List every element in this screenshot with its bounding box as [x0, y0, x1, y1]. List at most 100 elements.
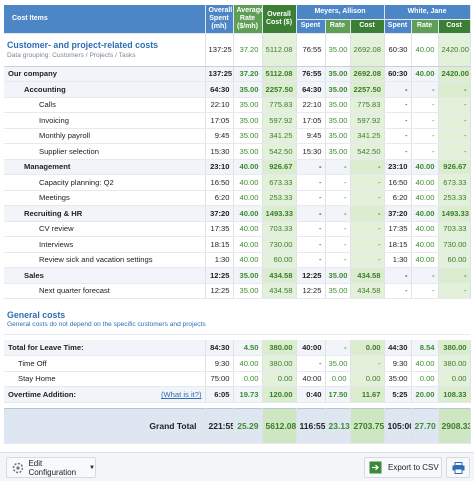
cost-cell: - [350, 252, 385, 268]
export-label: Export to CSV [388, 463, 439, 472]
spent-cell: 17:05 [295, 112, 326, 129]
rate-cell: 40.00 [411, 252, 439, 268]
rate-cell: 40.00 [233, 221, 263, 237]
rate-cell: - [411, 143, 439, 160]
rate-cell: 20.00 [411, 386, 439, 404]
cost-cell: 2692.08 [350, 33, 385, 67]
task-name: Calls [4, 97, 206, 113]
rate-cell: 40.00 [411, 355, 439, 372]
spent-cell: 15:30 [295, 143, 326, 160]
rate-cell: 4.50 [233, 339, 263, 356]
cost-cell: 380.00 [262, 339, 297, 356]
cost-cell: - [438, 267, 471, 284]
spent-cell: 6:20 [205, 190, 234, 206]
edit-configuration-button[interactable]: Edit Configuration ▼ [6, 457, 96, 478]
cost-cell: 60.00 [262, 252, 297, 268]
cost-items-header: Cost Items [4, 5, 206, 34]
project-name: Accounting [4, 81, 206, 98]
spent-cell: 116:55 [295, 408, 326, 445]
task-name: Invoicing [4, 112, 206, 129]
cost-cell: - [438, 143, 471, 160]
spent-cell: 221:55 [205, 408, 234, 445]
cost-cell: 253.33 [262, 190, 297, 206]
dropdown-caret: ▼ [89, 464, 95, 471]
cost-cell: - [350, 205, 385, 222]
spent-cell: - [383, 81, 412, 98]
spent-cell: 76:55 [295, 66, 326, 82]
spent-cell: 5:25 [383, 386, 412, 404]
general-item-name: Time Off [4, 355, 206, 372]
cost-cell: 703.33 [438, 221, 471, 237]
cost-cell: - [350, 159, 385, 175]
spent-cell: 23:10 [205, 159, 234, 175]
task-row: Next quarter forecast 12:25 35.00 434.58 12:… [4, 283, 471, 299]
spent-cell: 105:00 [383, 408, 412, 445]
task-row: CV review 17:35 40.00 703.33- - -17:35 40.00 70… [4, 221, 471, 237]
section-row: General costs General costs do not depend… [4, 304, 471, 335]
cost-cell: 2257.50 [262, 81, 297, 98]
spent-cell: 75:00 [205, 371, 234, 388]
rate-cell: - [325, 159, 351, 175]
cost-cell: 0.00 [262, 371, 297, 388]
cost-cell: 120.00 [262, 386, 297, 404]
general-item-row: Time Off 9:30 40.00 380.00-35.00-9:30 40.00 3… [4, 355, 471, 372]
rate-cell: 35.00 [233, 283, 263, 299]
rate-cell: 35.00 [325, 33, 351, 67]
task-name: Capacity planning: Q2 [4, 174, 206, 191]
project-name: Management [4, 159, 206, 175]
rate-cell: 40.00 [411, 236, 439, 253]
cost-cell: - [438, 128, 471, 144]
general-item-row: Stay Home 75:00 0.00 0.00 40:00 0.00 0.00 35:00… [4, 371, 471, 388]
task-row: Meetings 6:20 40.00 253.33- - -6:20 40.00 253.3… [4, 190, 471, 206]
spent-cell: 9:45 [295, 128, 326, 144]
export-button[interactable]: Export to CSV [364, 457, 442, 478]
spent-cell: 6:05 [205, 386, 234, 404]
cost-cell: 1493.33 [262, 205, 297, 222]
help-link[interactable]: (What is it?) [160, 390, 202, 400]
rate-cell: 25.29 [233, 408, 263, 445]
spent-cell: 16:50 [383, 174, 412, 191]
spent-cell: - [295, 236, 326, 253]
task-name: Review sick and vacation settings [4, 252, 206, 268]
print-button[interactable] [446, 457, 470, 478]
gear-icon [12, 462, 24, 473]
spent-cell: 22:10 [205, 97, 234, 113]
spent-cell: 17:05 [205, 112, 234, 129]
general-row: Total for Leave Time: 84:30 4.50 380.00 40:0… [4, 339, 471, 356]
rate-cell: 0.00 [233, 371, 263, 388]
cost-cell: 60.00 [438, 252, 471, 268]
rate-cell: 40.00 [411, 33, 439, 67]
rate-cell: 35.00 [233, 267, 263, 284]
cost-table: Cost Items Overall Spent (mh) Average Rate… [4, 5, 471, 445]
general-name-text: Overtime Addition: [8, 390, 77, 400]
task-name: Monthly payroll [4, 128, 206, 144]
cost-cell: 380.00 [262, 355, 297, 372]
rate-cell: 35.00 [325, 267, 351, 284]
cost-cell: 673.33 [438, 174, 471, 191]
csv-icon [369, 461, 382, 474]
spent-cell: 1:30 [383, 252, 412, 268]
toolbar: Edit Configuration ▼ Export to CSV [0, 452, 474, 481]
header-row: Cost Items Overall Spent (mh) Average Rate… [4, 5, 471, 34]
spent-cell: - [295, 355, 326, 372]
rate-cell: 40.00 [233, 159, 263, 175]
cost-cell: 108.33 [438, 386, 471, 404]
person-header: White, Jane [384, 5, 471, 20]
spent-cell: 12:25 [295, 267, 326, 284]
spent-cell: 18:15 [383, 236, 412, 253]
spent-cell: 64:30 [295, 81, 326, 98]
cost-cell: 673.33 [262, 174, 297, 191]
rate-cell: 37.20 [233, 33, 263, 67]
spent-cell: - [295, 174, 326, 191]
section-row: Customer- and project-related costs Data … [4, 33, 471, 67]
cost-cell: 2257.50 [350, 81, 385, 98]
project-name: Sales [4, 267, 206, 284]
spent-cell: - [383, 283, 412, 299]
cost-cell: 2908.33 [438, 408, 471, 445]
rate-cell: - [411, 112, 439, 129]
overall-cost-header: Overall Cost ($) [262, 5, 297, 34]
cost-cell: 730.00 [438, 236, 471, 253]
spent-cell: 60:30 [383, 66, 412, 82]
spent-cell: 35:00 [383, 371, 412, 388]
